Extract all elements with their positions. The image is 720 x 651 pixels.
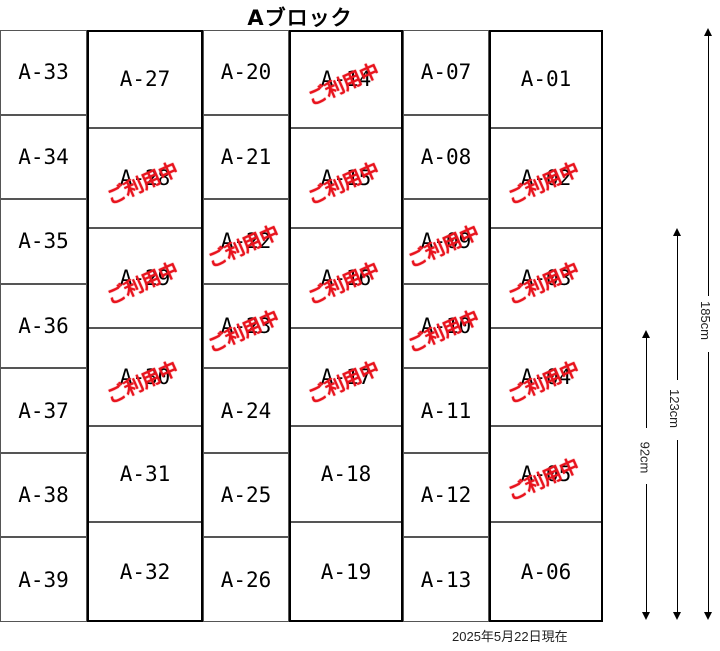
locker-label: A-16 [320, 266, 372, 290]
locker-label: A-34 [18, 144, 69, 169]
dim-185-label: 185cm [698, 298, 714, 343]
dim-185-arrow-up-icon [704, 28, 712, 36]
locker-label: A-14 [320, 67, 372, 91]
locker-label: A-35 [18, 229, 69, 254]
locker-label: A-07 [420, 60, 472, 85]
locker-cell: A-28 ご利用中 [87, 128, 203, 228]
locker-label: A-18 [320, 462, 372, 486]
locker-cell: A-31 [87, 426, 203, 522]
locker-cell: A-05 ご利用中 [489, 426, 603, 522]
locker-label: A-33 [18, 60, 69, 85]
locker-label: A-25 [220, 483, 272, 508]
dim-185-arrow-down-icon [704, 612, 712, 620]
locker-cell: A-24 [203, 368, 289, 453]
locker-cell: A-39 [0, 537, 87, 622]
locker-label: A-32 [119, 560, 171, 584]
locker-label: A-10 [420, 313, 472, 338]
locker-label: A-05 [520, 462, 572, 486]
locker-label: A-26 [220, 567, 272, 592]
locker-label: A-36 [18, 313, 69, 338]
dim-92-arrow-up-icon [642, 330, 650, 338]
locker-label: A-37 [18, 398, 69, 423]
dim-92-line-lower [646, 484, 647, 614]
dim-123-label: 123cm [667, 386, 683, 431]
locker-label: A-30 [119, 365, 171, 389]
dim-123-arrow-down-icon [673, 612, 681, 620]
locker-label: A-17 [320, 365, 372, 389]
date-note: 2025年5月22日現在 [452, 629, 568, 644]
dim-123-line-lower [677, 440, 678, 614]
locker-cell: A-14 ご利用中 [289, 30, 403, 128]
locker-label: A-27 [119, 67, 171, 91]
locker-cell: A-12 [403, 452, 489, 538]
locker-cell: A-26 [203, 537, 289, 622]
block-title: Aブロック [247, 6, 353, 30]
locker-cell: A-08 [403, 114, 489, 200]
locker-label: A-19 [320, 560, 372, 584]
locker-label: A-38 [18, 483, 69, 508]
locker-cell: A-23 ご利用中 [203, 283, 289, 369]
locker-label: A-39 [18, 567, 69, 592]
locker-cell: A-16 ご利用中 [289, 228, 403, 328]
locker-label: A-13 [420, 567, 472, 592]
dim-92-line [646, 336, 647, 428]
locker-cell: A-02 ご利用中 [489, 128, 603, 228]
locker-label: A-03 [520, 266, 572, 290]
locker-cell: A-19 [289, 522, 403, 622]
locker-cell: A-04 ご利用中 [489, 328, 603, 426]
locker-cell: A-27 [87, 30, 203, 128]
locker-cell: A-22 ご利用中 [203, 199, 289, 284]
locker-cell: A-33 [0, 30, 87, 115]
locker-cell: A-15 ご利用中 [289, 128, 403, 228]
dim-185-line-lower [708, 352, 709, 614]
locker-label: A-08 [420, 144, 472, 169]
locker-label: A-12 [420, 483, 472, 508]
locker-cell: A-07 [403, 30, 489, 115]
locker-cell: A-11 [403, 368, 489, 453]
locker-cell: A-29 ご利用中 [87, 228, 203, 328]
locker-label: A-06 [520, 560, 572, 584]
locker-cell: A-32 [87, 522, 203, 622]
locker-label: A-09 [420, 229, 472, 254]
locker-cell: A-01 [489, 30, 603, 128]
locker-cell: A-21 [203, 114, 289, 200]
locker-cell: A-13 [403, 537, 489, 622]
locker-cell: A-03 ご利用中 [489, 228, 603, 328]
locker-cell: A-20 [203, 30, 289, 115]
locker-cell: A-36 [0, 283, 87, 369]
dim-123-arrow-up-icon [673, 228, 681, 236]
locker-cell: A-30 ご利用中 [87, 328, 203, 426]
locker-label: A-01 [520, 67, 572, 91]
locker-cell: A-37 [0, 368, 87, 453]
locker-cell: A-34 [0, 114, 87, 200]
locker-cell: A-17 ご利用中 [289, 328, 403, 426]
locker-cell: A-35 [0, 199, 87, 284]
locker-label: A-15 [320, 166, 372, 190]
locker-cell: A-09 ご利用中 [403, 199, 489, 284]
locker-label: A-04 [520, 365, 572, 389]
locker-cell: A-18 [289, 426, 403, 522]
locker-label: A-24 [220, 398, 272, 423]
locker-label: A-29 [119, 266, 171, 290]
dim-92-label: 92cm [637, 439, 653, 476]
dim-123-line [677, 234, 678, 380]
dim-92-arrow-down-icon [642, 612, 650, 620]
locker-label: A-20 [220, 60, 272, 85]
locker-cell: A-10 ご利用中 [403, 283, 489, 369]
locker-label: A-21 [220, 144, 272, 169]
dim-185-line [708, 34, 709, 296]
locker-cell: A-25 [203, 452, 289, 538]
locker-label: A-23 [220, 313, 272, 338]
locker-label: A-28 [119, 166, 171, 190]
locker-label: A-22 [220, 229, 272, 254]
locker-cell: A-06 [489, 522, 603, 622]
locker-label: A-02 [520, 166, 572, 190]
locker-label: A-31 [119, 462, 171, 486]
locker-cell: A-38 [0, 452, 87, 538]
locker-label: A-11 [420, 398, 472, 423]
